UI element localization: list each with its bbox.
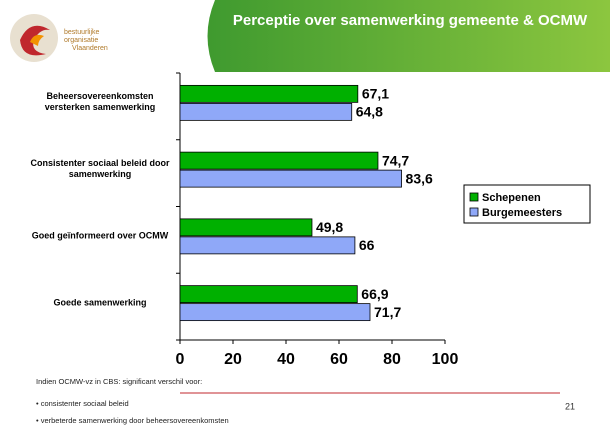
logo-swirl <box>30 34 44 46</box>
value-label: 74,7 <box>382 152 409 168</box>
category-label: Consistenter sociaal beleid door samenwe… <box>30 158 170 180</box>
bar <box>179 151 379 170</box>
logo-text: bestuurlijke <box>64 29 100 36</box>
category-label: Goede samenwerking <box>53 297 147 308</box>
bar <box>179 84 359 103</box>
value-label: 66 <box>359 237 375 253</box>
legend-swatch <box>469 207 479 217</box>
note: • verbeterde samenwerking door beheersov… <box>36 416 229 425</box>
logo-text: organisatie <box>64 37 98 44</box>
x-tick-label: 0 <box>176 351 185 368</box>
value-label: 71,7 <box>374 304 401 320</box>
logo-text: Vlaanderen <box>72 45 108 52</box>
value-label: 49,8 <box>316 219 343 235</box>
category-label: Beheersovereenkomsten versterken samenwe… <box>44 91 156 113</box>
bar <box>179 285 358 304</box>
slide-title: Perceptie over samenwerking gemeente & O… <box>232 12 588 29</box>
value-label: 66,9 <box>361 286 388 302</box>
bar <box>179 169 402 188</box>
x-tick-label: 100 <box>432 351 459 368</box>
value-label: 83,6 <box>406 170 433 186</box>
bar <box>179 303 371 322</box>
bar <box>179 218 313 237</box>
value-label: 67,1 <box>362 86 389 102</box>
legend-label: Schepenen <box>482 192 541 204</box>
logo-swirl <box>20 25 50 56</box>
bar <box>179 102 353 121</box>
legend-label: Burgemeesters <box>482 207 562 219</box>
x-tick-label: 60 <box>330 351 348 368</box>
category-label: Goed geïnformeerd over OCMW <box>31 230 169 241</box>
note: • consistenter sociaal beleid <box>36 399 129 408</box>
note: Indien OCMW-vz in CBS: significant versc… <box>36 377 203 386</box>
value-label: 64,8 <box>356 104 383 120</box>
legend-box <box>463 184 591 224</box>
x-tick-label: 20 <box>224 351 242 368</box>
x-tick-label: 80 <box>383 351 401 368</box>
title-bar <box>207 0 610 72</box>
page-number: 21 <box>565 401 575 411</box>
x-tick-label: 40 <box>277 351 295 368</box>
bar <box>179 236 356 255</box>
legend-swatch <box>469 192 479 202</box>
